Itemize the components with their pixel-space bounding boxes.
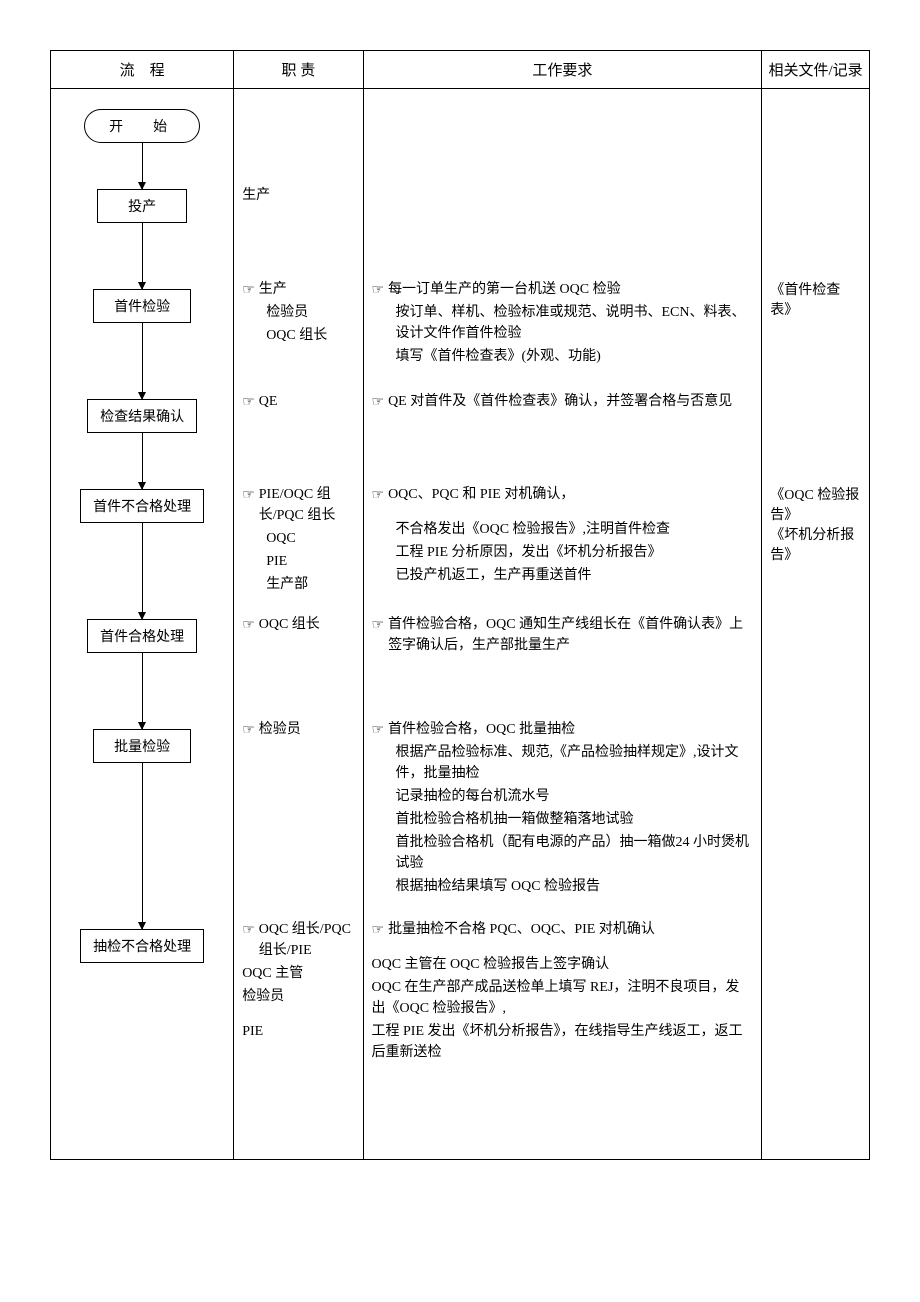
flow-arrow: [142, 431, 143, 489]
duty-column: 生产 ☞生产 检验员 OQC 组长 ☞QE ☞PIE/OQC 组长/PQC 组长…: [234, 89, 362, 1159]
duty-text: PIE: [242, 1021, 354, 1042]
req-text: 每一订单生产的第一台机送 OQC 检验: [388, 279, 753, 300]
duty-text: OQC 组长: [259, 614, 355, 635]
req-row-7: ☞批量抽检不合格 PQC、OQC、PIE 对机确认 OQC 主管在 OQC 检验…: [372, 919, 754, 1065]
pointer-icon: ☞: [372, 614, 385, 635]
req-row-5: ☞首件检验合格，OQC 通知生产线组长在《首件确认表》上签字确认后，生产部批量生…: [372, 614, 754, 658]
flow-node-first-pass: 首件合格处理: [87, 619, 197, 653]
pointer-icon: ☞: [372, 919, 385, 940]
duty-text: QE: [259, 391, 355, 412]
flow-node-first-inspect: 首件检验: [93, 289, 191, 323]
req-text: 首批检验合格机抽一箱做整箱落地试验: [372, 809, 754, 830]
req-row-4: ☞ OQC、PQC 和 PIE 对机确认， 不合格发出《OQC 检验报告》,注明…: [372, 484, 754, 588]
flow-node-sample-fail: 抽检不合格处理: [80, 929, 204, 963]
duty-text: 生产部: [242, 574, 354, 595]
flow-arrow: [142, 521, 143, 619]
header-flow: 流 程: [51, 51, 234, 89]
duty-row-6: ☞检验员: [242, 719, 354, 742]
req-row-3: ☞QE 对首件及《首件检查表》确认，并签署合格与否意见: [372, 391, 754, 414]
req-text: 已投产机返工，生产再重送首件: [372, 565, 754, 586]
document-column: 《首件检查表》 《OQC 检验报告》 《坏机分析报告》: [762, 89, 869, 1159]
flow-arrow: [142, 761, 143, 929]
duty-text: 检验员: [259, 719, 355, 740]
flow-node-production: 投产: [97, 189, 187, 223]
duty-text: 检验员: [242, 986, 354, 1007]
pointer-icon: ☞: [242, 484, 255, 505]
req-text: OQC、PQC 和 PIE 对机确认，: [388, 484, 753, 505]
flow-arrow: [142, 321, 143, 399]
doc-text: 《首件检查表》: [770, 279, 861, 319]
duty-row-5: ☞ OQC 组长: [242, 614, 354, 637]
duty-text: OQC 组长/PQC 组长/PIE: [259, 919, 355, 961]
req-text: 批量抽检不合格 PQC、OQC、PIE 对机确认: [388, 919, 753, 940]
pointer-icon: ☞: [242, 279, 255, 300]
req-text: 首件检验合格，OQC 通知生产线组长在《首件确认表》上签字确认后，生产部批量生产: [388, 614, 753, 656]
req-text: OQC 主管在 OQC 检验报告上签字确认: [372, 954, 754, 975]
doc-row-2: 《首件检查表》: [770, 279, 861, 319]
pointer-icon: ☞: [372, 279, 385, 300]
flow-arrow: [142, 221, 143, 289]
req-row-2: ☞每一订单生产的第一台机送 OQC 检验 按订单、样机、检验标准或规范、说明书、…: [372, 279, 754, 369]
pointer-icon: ☞: [242, 719, 255, 740]
duty-text: 检验员: [242, 302, 354, 323]
flowchart-area: 开 始 投产 首件检验 检查结果确认 首件不合格处理 首件合格处理: [51, 89, 233, 1159]
header-document: 相关文件/记录: [762, 51, 870, 89]
duty-text: PIE/OQC 组长/PQC 组长: [259, 484, 355, 526]
flow-arrow: [142, 141, 143, 189]
duty-text: OQC: [242, 528, 354, 549]
flow-node-start: 开 始: [84, 109, 200, 143]
req-text: 工程 PIE 发出《坏机分析报告》，在线指导生产线返工，返工后重新送检: [372, 1021, 754, 1063]
req-text: 工程 PIE 分析原因，发出《坏机分析报告》: [372, 542, 754, 563]
req-text: 填写《首件检查表》(外观、功能): [372, 346, 754, 367]
req-text: 根据产品检验标准、规范,《产品检验抽样规定》,设计文件，批量抽检: [372, 742, 754, 784]
duty-row-1: 生产: [242, 184, 354, 204]
duty-text: PIE: [242, 551, 354, 572]
pointer-icon: ☞: [372, 484, 385, 505]
doc-row-4: 《OQC 检验报告》 《坏机分析报告》: [770, 484, 861, 564]
req-text: 不合格发出《OQC 检验报告》,注明首件检查: [372, 519, 754, 540]
req-text: 首批检验合格机（配有电源的产品）抽一箱做24 小时煲机试验: [372, 832, 754, 874]
pointer-icon: ☞: [372, 391, 385, 412]
req-text: OQC 在生产部产成品送检单上填写 REJ，注明不良项目，发出《OQC 检验报告…: [372, 977, 754, 1019]
doc-text: 《OQC 检验报告》: [770, 484, 861, 524]
requirement-column: ☞每一订单生产的第一台机送 OQC 检验 按订单、样机、检验标准或规范、说明书、…: [364, 89, 762, 1159]
duty-row-7: ☞OQC 组长/PQC 组长/PIE OQC 主管 检验员 PIE: [242, 919, 354, 1044]
duty-row-4: ☞PIE/OQC 组长/PQC 组长 OQC PIE 生产部: [242, 484, 354, 597]
flow-node-result-confirm: 检查结果确认: [87, 399, 197, 433]
flow-arrow: [142, 651, 143, 729]
doc-text: 《坏机分析报告》: [770, 524, 861, 564]
req-text: 根据抽检结果填写 OQC 检验报告: [372, 876, 754, 897]
duty-row-3: ☞QE: [242, 391, 354, 414]
duty-text: OQC 组长: [242, 325, 354, 346]
duty-text: 生产: [242, 184, 354, 204]
duty-text: 生产: [259, 279, 355, 300]
process-table: 流 程 职 责 工作要求 相关文件/记录 开 始 投产 首件检验: [50, 50, 870, 1160]
header-requirement: 工作要求: [363, 51, 762, 89]
flow-node-batch-inspect: 批量检验: [93, 729, 191, 763]
duty-row-2: ☞生产 检验员 OQC 组长: [242, 279, 354, 348]
req-text: QE 对首件及《首件检查表》确认，并签署合格与否意见: [388, 391, 753, 412]
req-text: 按订单、样机、检验标准或规范、说明书、ECN、料表、设计文件作首件检验: [372, 302, 754, 344]
req-row-6: ☞首件检验合格，OQC 批量抽检 根据产品检验标准、规范,《产品检验抽样规定》,…: [372, 719, 754, 899]
pointer-icon: ☞: [242, 391, 255, 412]
header-duty: 职 责: [234, 51, 363, 89]
pointer-icon: ☞: [242, 614, 255, 635]
req-text: 记录抽检的每台机流水号: [372, 786, 754, 807]
pointer-icon: ☞: [372, 719, 385, 740]
pointer-icon: ☞: [242, 919, 255, 940]
flow-node-first-fail: 首件不合格处理: [80, 489, 204, 523]
req-text: 首件检验合格，OQC 批量抽检: [388, 719, 753, 740]
duty-text: OQC 主管: [242, 963, 354, 984]
